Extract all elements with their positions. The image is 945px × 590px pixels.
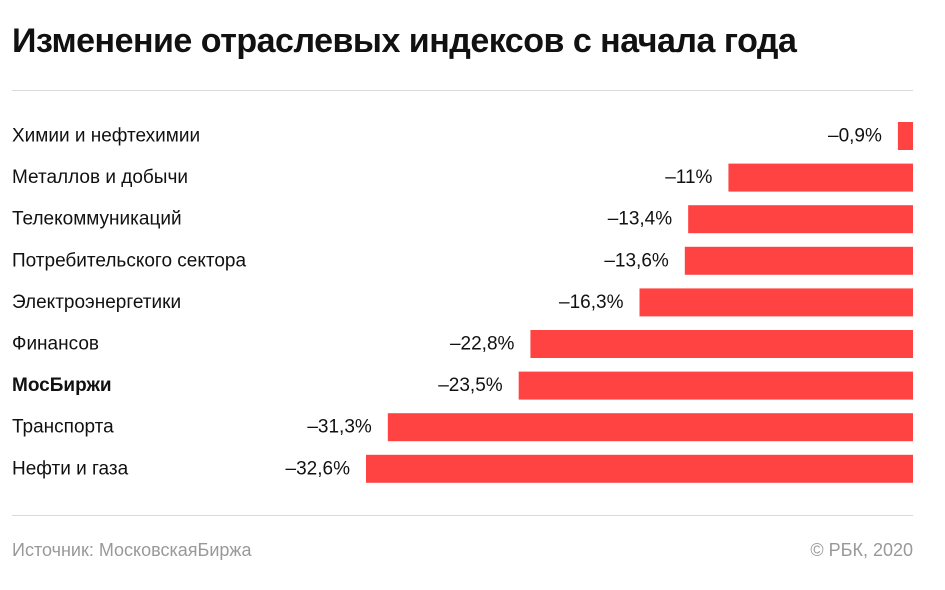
value-label: –31,3% <box>307 417 372 438</box>
category-label: Телекоммуникаций <box>12 209 182 230</box>
bar-chart: Химии и нефтехимии –0,9% Металлов и добычи… <box>12 122 914 483</box>
category-label: Металлов и добычи <box>12 167 188 188</box>
value-label: –0,9% <box>828 126 882 147</box>
bottom-divider <box>12 515 913 516</box>
top-divider <box>12 90 913 91</box>
bar <box>366 454 913 483</box>
category-label: Финансов <box>12 334 99 355</box>
bar <box>387 413 914 442</box>
value-label: –11% <box>665 167 712 188</box>
bar <box>518 371 913 400</box>
bar <box>684 246 913 275</box>
category-label: Химии и нефтехимии <box>12 126 200 147</box>
chart-title: Изменение отраслевых индексов с начала г… <box>12 22 797 60</box>
value-label: –32,6% <box>286 458 351 479</box>
category-label: Электроэнергетики <box>12 292 181 313</box>
value-label: –22,8% <box>450 334 515 355</box>
copyright-note: © РБК, 2020 <box>810 540 913 560</box>
bar <box>530 330 913 358</box>
value-label: –13,6% <box>604 250 669 271</box>
category-label: Транспорта <box>12 417 114 438</box>
value-label: –13,4% <box>608 209 673 230</box>
category-label: Потребительского сектора <box>12 250 247 271</box>
source-note: Источник: МосковскаяБиржа <box>12 540 252 560</box>
value-label: –23,5% <box>438 375 503 396</box>
category-label: МосБиржи <box>12 375 112 396</box>
category-label: Нефти и газа <box>12 458 129 479</box>
bar <box>688 205 913 234</box>
value-label: –16,3% <box>559 292 624 313</box>
bar <box>639 288 913 317</box>
bar <box>897 122 913 150</box>
bar <box>728 163 913 192</box>
